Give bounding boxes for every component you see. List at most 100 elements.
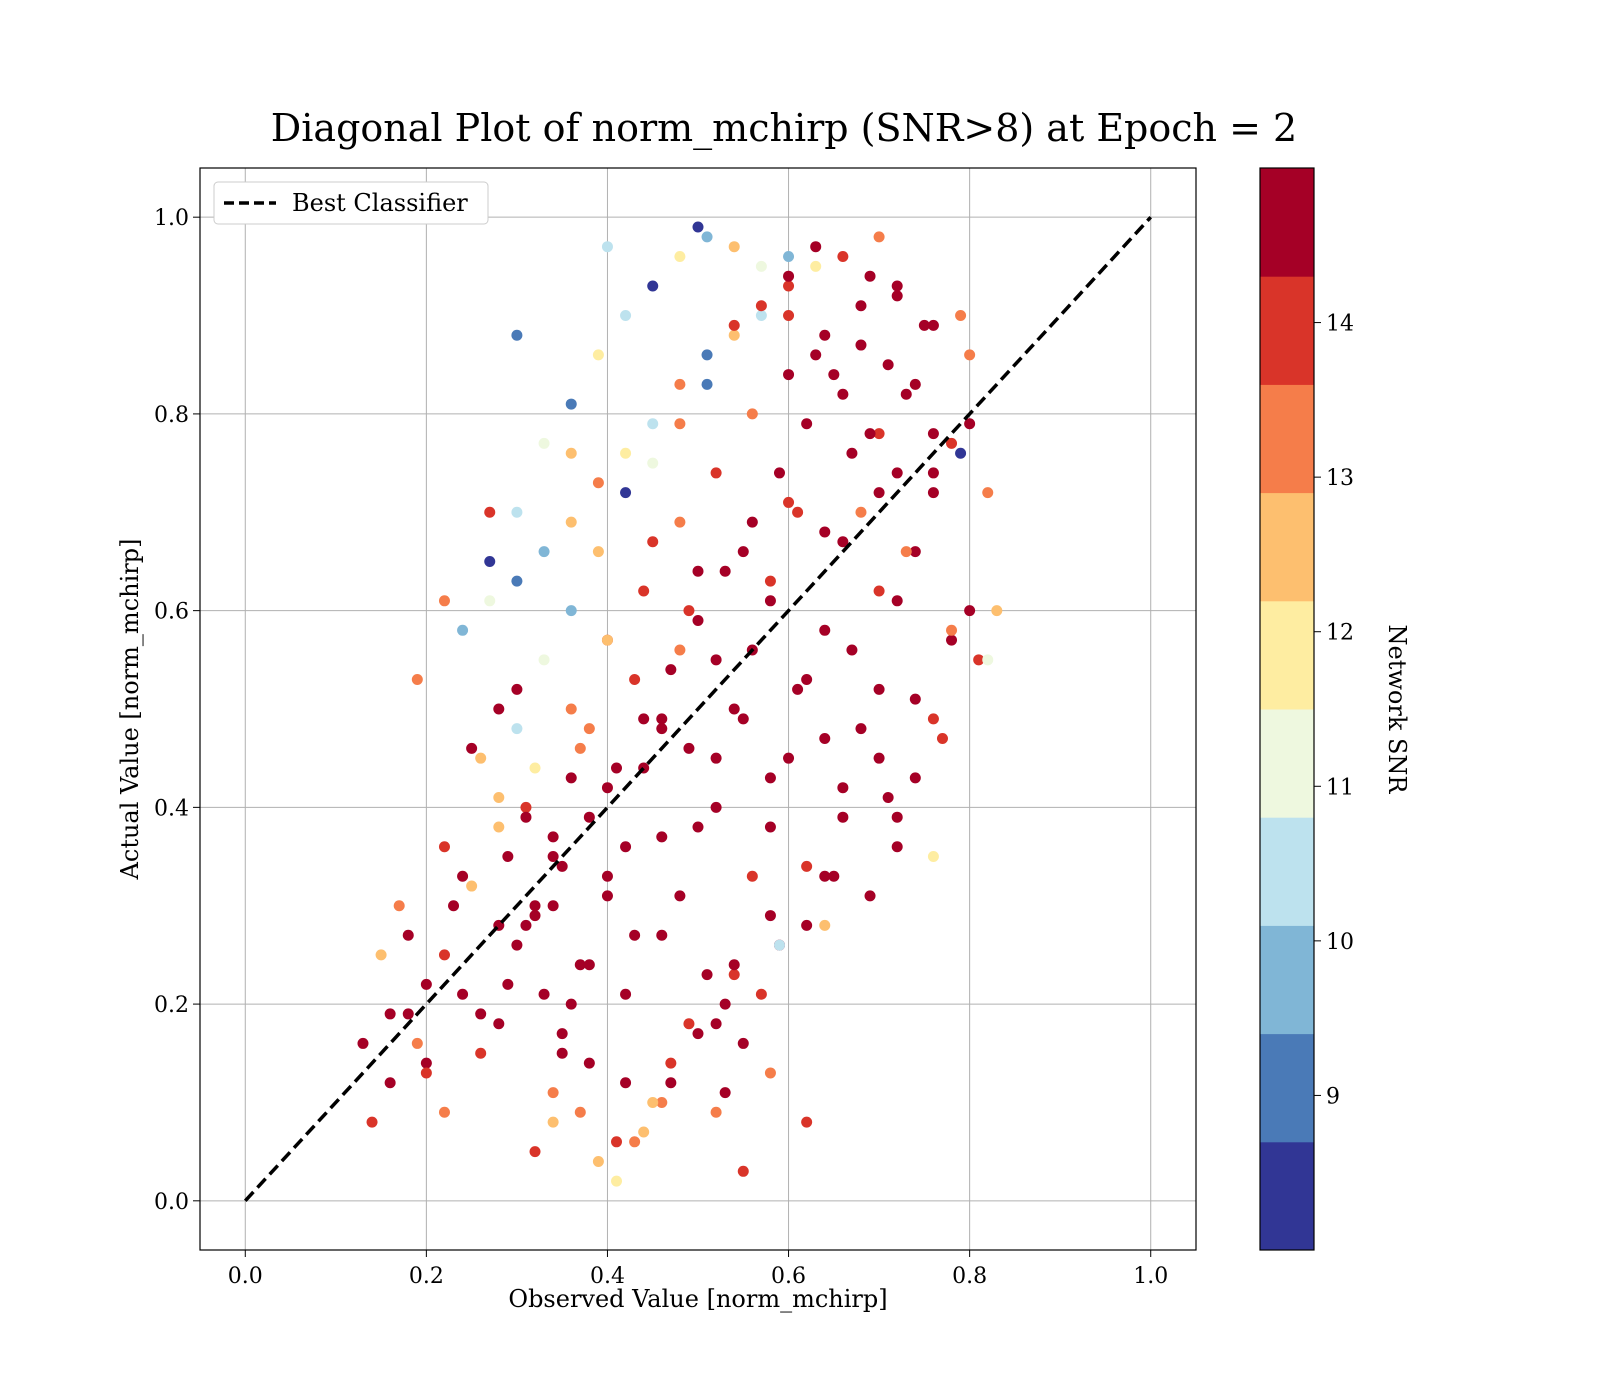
scatter-point: [520, 811, 532, 823]
scatter-point: [819, 526, 831, 538]
x-tick-label: 0.2: [409, 1264, 444, 1289]
scatter-point: [728, 703, 740, 715]
scatter-point: [674, 418, 686, 430]
x-tick-label: 0.8: [952, 1264, 987, 1289]
scatter-point: [529, 910, 541, 922]
scatter-point: [629, 929, 641, 941]
scatter-point: [982, 654, 994, 666]
colorbar-tick-label: 12: [1326, 621, 1354, 646]
scatter-point: [547, 831, 559, 843]
scatter-point: [764, 910, 776, 922]
plot-area: 0.0 0.2 0.4 0.6 0.8 1.0 0.0 0.2 0.4 0.6 0.8 1.0: [154, 167, 1197, 1289]
scatter-point: [891, 811, 903, 823]
scatter-point: [665, 664, 677, 676]
scatter-point: [402, 1008, 414, 1020]
scatter-point: [728, 329, 740, 341]
scatter-point: [656, 713, 668, 725]
scatter-point: [665, 1077, 677, 1089]
y-tick-label: 0.0: [154, 1190, 189, 1215]
scatter-point: [692, 1028, 704, 1040]
scatter-point: [411, 673, 423, 685]
scatter-point: [783, 310, 795, 322]
scatter-point: [538, 654, 550, 666]
scatter-point: [801, 1116, 813, 1128]
scatter-point: [493, 1018, 505, 1030]
scatter-point: [873, 683, 885, 695]
scatter-point: [656, 929, 668, 941]
scatter-point: [475, 1047, 487, 1059]
scatter-point: [493, 792, 505, 804]
scatter-point: [746, 870, 758, 882]
scatter-point: [783, 752, 795, 764]
scatter-point: [583, 1057, 595, 1069]
scatter-point: [710, 752, 722, 764]
scatter-point: [592, 349, 604, 361]
scatter-point: [565, 703, 577, 715]
scatter-point: [701, 349, 713, 361]
scatter-point: [783, 280, 795, 292]
scatter-point: [511, 506, 523, 518]
scatter-point: [547, 851, 559, 863]
scatter-point: [737, 1165, 749, 1177]
scatter-point: [891, 841, 903, 853]
scatter-point: [556, 1028, 568, 1040]
scatter-point: [873, 428, 885, 440]
scatter-point: [927, 713, 939, 725]
y-axis-label: Actual Value [norm_mchirp]: [116, 539, 144, 881]
scatter-point: [620, 487, 632, 499]
grid: [200, 168, 1196, 1250]
scatter-point: [755, 988, 767, 1000]
colorbar-bin: [1260, 492, 1314, 602]
scatter-point: [909, 772, 921, 784]
scatter-point: [592, 1155, 604, 1167]
scatter-point: [900, 388, 912, 400]
x-axis-label: Observed Value [norm_mchirp]: [508, 1285, 887, 1313]
scatter-point: [982, 487, 994, 499]
plot-frame: [199, 167, 1197, 1251]
scatter-point: [728, 959, 740, 971]
scatter-point: [764, 1067, 776, 1079]
scatter-point: [964, 605, 976, 617]
scatter-point: [891, 467, 903, 479]
scatter-point: [611, 762, 623, 774]
scatter-point: [493, 821, 505, 833]
scatter-point: [783, 270, 795, 282]
legend: Best Classifier: [213, 181, 489, 225]
scatter-point: [828, 870, 840, 882]
scatter-point: [375, 949, 387, 961]
scatter-point: [936, 733, 948, 745]
scatter-point: [520, 919, 532, 931]
scatter-point: [629, 1136, 641, 1148]
y-tick-label: 0.4: [154, 796, 189, 821]
scatter-point: [828, 369, 840, 381]
scatter-point: [882, 359, 894, 371]
scatter-point: [565, 605, 577, 617]
scatter-point: [946, 437, 958, 449]
scatter-point: [656, 831, 668, 843]
scatter-point: [520, 801, 532, 813]
colorbar-label: Network SNR: [1383, 625, 1411, 795]
scatter-point: [511, 939, 523, 951]
scatter-point: [846, 447, 858, 459]
scatter-point: [710, 1018, 722, 1030]
colorbar-frame: [1259, 167, 1315, 1251]
scatter-point: [710, 801, 722, 813]
scatter-point: [801, 860, 813, 872]
scatter-point: [583, 811, 595, 823]
scatter-point: [819, 870, 831, 882]
colorbar-bin: [1260, 276, 1314, 385]
scatter-point: [420, 1057, 432, 1069]
scatter-point: [792, 506, 804, 518]
scatter-point: [746, 516, 758, 528]
scatter-point: [837, 782, 849, 794]
scatter-point: [873, 231, 885, 243]
scatter-point: [946, 634, 958, 646]
scatter-point: [728, 319, 740, 331]
scatter-point: [837, 388, 849, 400]
scatter-point: [647, 280, 659, 292]
scatter-point: [891, 280, 903, 292]
scatter-point: [611, 1136, 623, 1148]
scatter-point: [529, 762, 541, 774]
y-tick-label: 0.6: [154, 600, 189, 625]
